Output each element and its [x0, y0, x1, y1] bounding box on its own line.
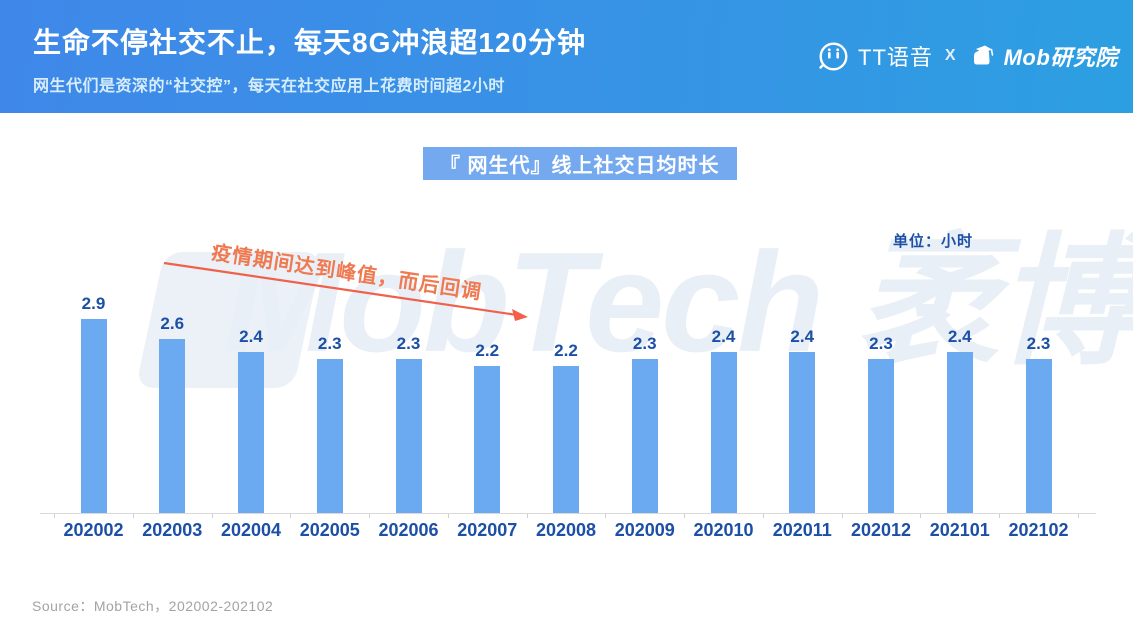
axis-tick	[369, 513, 371, 518]
x-axis-label: 202101	[929, 520, 990, 540]
axis-tick	[526, 513, 528, 518]
x-axis-label: 202002	[63, 520, 124, 540]
bar-value-label: 2.4	[947, 327, 972, 346]
axis-tick	[605, 513, 607, 518]
bar	[553, 366, 579, 513]
x-axis-label: 202004	[220, 520, 282, 540]
source-note: Source：MobTech，202002-202102	[32, 598, 274, 614]
axis-tick	[1077, 513, 1079, 518]
page-subtitle: 网生代们是资深的“社交控”，每天在社交应用上花费时间超2小时	[33, 78, 505, 95]
x-axis-label: 202008	[535, 520, 597, 540]
axis-tick	[762, 513, 764, 518]
axis-tick	[211, 513, 213, 518]
bar-value-label: 2.3	[632, 334, 657, 353]
collab-x-separator: X	[944, 47, 956, 64]
bar-value-label: 2.3	[317, 334, 342, 353]
page-title: 生命不停社交不止，每天8G冲浪超120分钟	[33, 27, 587, 58]
bar-value-label: 2.2	[554, 341, 578, 360]
bar	[80, 319, 107, 513]
x-axis-label: 202102	[1008, 520, 1069, 540]
bar	[710, 352, 737, 513]
x-axis-label: 202012	[850, 520, 912, 540]
header-banner: 生命不停社交不止，每天8G冲浪超120分钟 网生代们是资深的“社交控”，每天在社…	[0, 0, 1133, 113]
bar-value-label: 2.3	[869, 334, 893, 353]
x-axis-line	[40, 513, 1096, 514]
x-axis-label: 202006	[378, 520, 439, 540]
bar-value-label: 2.6	[160, 314, 185, 333]
x-axis-label: 202007	[457, 520, 518, 540]
axis-tick	[447, 513, 449, 518]
x-axis-label: 202011	[772, 520, 832, 540]
bar	[316, 359, 343, 513]
mob-institute-label: Mob研究院	[1003, 45, 1118, 70]
axis-tick	[920, 513, 922, 518]
bar-value-label: 2.4	[790, 327, 815, 346]
axis-tick	[684, 513, 686, 518]
tt-voice-label: TT语音	[858, 45, 933, 70]
bar	[238, 352, 264, 513]
bar	[474, 366, 501, 513]
bar-value-label: 2.4	[239, 327, 263, 346]
bar	[789, 352, 816, 513]
bar	[946, 352, 973, 513]
bar-value-label: 2.2	[475, 341, 500, 360]
partner-logos: TT语音 X Mob研究院	[818, 38, 1118, 74]
bar	[1025, 359, 1052, 513]
x-axis-label: 202010	[693, 520, 754, 540]
x-axis-label: 202009	[614, 520, 675, 540]
axis-tick	[132, 513, 134, 518]
axis-tick	[999, 513, 1001, 518]
bar	[395, 359, 422, 513]
bar-value-label: 2.3	[1026, 334, 1051, 353]
tt-voice-icon	[818, 41, 849, 72]
mob-institute-icon	[968, 43, 995, 70]
x-axis-label: 202005	[299, 520, 360, 540]
axis-tick	[290, 513, 292, 518]
bar-value-label: 2.3	[396, 334, 421, 353]
bar	[159, 339, 186, 513]
chart-title-badge: 『 网生代』线上社交日均时长	[423, 147, 737, 180]
x-axis-label: 202003	[142, 520, 203, 540]
unit-label: 单位：小时	[893, 233, 974, 250]
bar	[631, 359, 658, 513]
bar	[868, 359, 894, 513]
axis-tick	[54, 513, 56, 518]
bar-value-label: 2.9	[81, 294, 106, 313]
bar-value-label: 2.4	[711, 327, 736, 346]
axis-tick	[841, 513, 843, 518]
